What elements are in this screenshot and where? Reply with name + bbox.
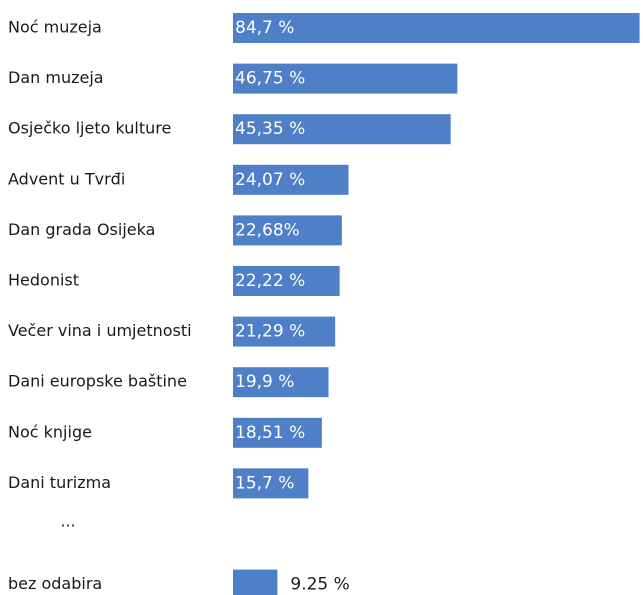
value-label: 18,51 % <box>235 423 305 443</box>
category-label: Večer vina i umjetnosti <box>8 321 192 340</box>
category-label: Osječko ljeto kulture <box>8 119 171 138</box>
bar <box>233 114 451 145</box>
bar <box>233 569 278 595</box>
value-label: 22,22 % <box>235 271 305 291</box>
value-label: 84,7 % <box>235 18 294 38</box>
category-label: Advent u Tvrđi <box>8 169 125 188</box>
value-label: 24,07 % <box>235 170 305 190</box>
bar <box>233 417 322 448</box>
value-label: 15,7 % <box>235 473 294 493</box>
bar <box>233 468 309 499</box>
bar <box>233 63 458 94</box>
value-label: 21,29 % <box>235 322 305 342</box>
category-label: Dani europske baštine <box>8 372 187 391</box>
category-label: bez odabira <box>8 574 102 593</box>
ellipsis-label: ... <box>60 512 75 531</box>
value-label: 19,9 % <box>235 372 294 392</box>
value-label: 22,68% <box>235 220 300 240</box>
value-label: 46,75 % <box>235 69 305 89</box>
bar <box>233 367 329 398</box>
category-label: Noć knjige <box>8 422 92 441</box>
category-label: Hedonist <box>8 271 79 290</box>
bar <box>233 316 336 347</box>
bar <box>233 13 640 43</box>
value-label: 9.25 % <box>290 575 349 595</box>
category-label: Dan grada Osijeka <box>8 220 155 239</box>
category-label: Dan muzeja <box>8 68 104 87</box>
value-label: 45,35 % <box>235 119 305 139</box>
bar <box>233 164 349 195</box>
bar <box>233 266 340 296</box>
category-label: Noć muzeja <box>8 18 102 37</box>
bar <box>233 215 342 246</box>
category-label: Dani turizma <box>8 473 111 492</box>
